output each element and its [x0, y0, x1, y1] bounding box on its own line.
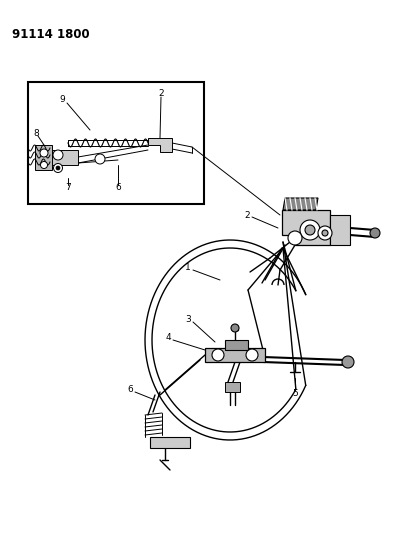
Text: 2: 2 [158, 88, 164, 98]
Text: 7: 7 [65, 183, 71, 192]
Circle shape [322, 230, 328, 236]
Polygon shape [148, 138, 172, 152]
Circle shape [370, 228, 380, 238]
Circle shape [300, 220, 320, 240]
Polygon shape [225, 382, 240, 392]
Polygon shape [282, 210, 330, 245]
Text: 5: 5 [292, 389, 298, 398]
Circle shape [95, 154, 105, 164]
Polygon shape [225, 340, 248, 350]
Polygon shape [50, 150, 78, 165]
Polygon shape [283, 198, 318, 210]
Circle shape [231, 324, 239, 332]
Text: 9: 9 [59, 95, 65, 104]
Circle shape [40, 149, 48, 157]
Circle shape [56, 166, 60, 170]
Polygon shape [150, 437, 190, 448]
Circle shape [305, 225, 315, 235]
Text: 3: 3 [185, 316, 191, 325]
Text: 8: 8 [33, 128, 39, 138]
Polygon shape [35, 145, 52, 170]
Circle shape [318, 226, 332, 240]
Circle shape [246, 349, 258, 361]
Circle shape [53, 150, 63, 160]
Polygon shape [205, 348, 265, 362]
Text: 6: 6 [115, 183, 121, 192]
Circle shape [212, 349, 224, 361]
Circle shape [342, 356, 354, 368]
Circle shape [41, 161, 47, 168]
Text: 6: 6 [127, 385, 133, 394]
Text: 91114 1800: 91114 1800 [12, 28, 90, 41]
Circle shape [288, 231, 302, 245]
Text: 1: 1 [185, 263, 191, 272]
Polygon shape [330, 215, 350, 245]
Text: 4: 4 [165, 334, 171, 343]
Text: 2: 2 [244, 211, 250, 220]
Circle shape [53, 164, 62, 173]
Bar [28, 82, 204, 204]
